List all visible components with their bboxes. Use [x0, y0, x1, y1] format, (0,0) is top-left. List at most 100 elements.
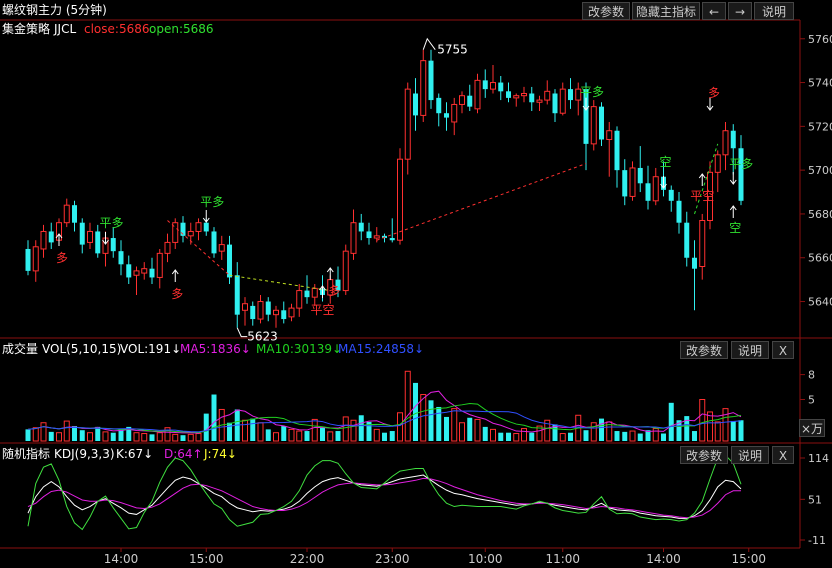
j-value: J:74↓: [204, 447, 237, 461]
close-value: close:5686: [84, 22, 150, 36]
volume-bar-down: [506, 432, 511, 441]
ma5-value: MA5:1836↓: [180, 342, 251, 356]
candle-body-up: [714, 154, 721, 173]
volume-bar-up: [699, 399, 706, 442]
volume-bar-up: [342, 416, 349, 442]
kdj-edit-params-button[interactable]: 改参数: [680, 446, 728, 464]
volume-edit-params-button[interactable]: 改参数: [680, 341, 728, 359]
candle-body-up: [451, 103, 458, 123]
volume-bar-down: [203, 413, 209, 441]
kdj-help-button[interactable]: 说明: [731, 446, 769, 464]
volume-bar-down: [637, 433, 643, 441]
volume-close-button[interactable]: X: [772, 341, 794, 359]
ma10-value: MA10:30139↓: [256, 342, 343, 356]
candle-body-up: [296, 290, 303, 309]
volume-bar-up: [102, 431, 109, 442]
candle-body-up: [513, 95, 520, 99]
kdj-close-button[interactable]: X: [772, 446, 794, 464]
signal-label: 平多: [580, 85, 604, 99]
help-button[interactable]: 说明: [754, 2, 794, 20]
volume-bar-up: [133, 432, 140, 442]
candle-body-down: [95, 231, 101, 254]
volume-bar-down: [645, 430, 651, 441]
candle-body-up: [521, 93, 527, 97]
candle-body-down: [568, 89, 573, 101]
volume-bar-up: [521, 428, 527, 442]
candle-body-up: [242, 303, 248, 311]
candle-body-up: [195, 222, 202, 232]
high-label: 5755: [437, 43, 468, 57]
volume-bar-down: [48, 431, 54, 441]
candle-body-down: [25, 248, 31, 271]
signal-label: 多: [328, 284, 340, 298]
candle-body-up: [187, 230, 194, 237]
candle-body-down: [203, 222, 209, 232]
candle-body-down: [506, 91, 511, 98]
candle-body-up: [311, 287, 318, 298]
candle-body-up: [699, 220, 706, 267]
volume-bar-down: [211, 394, 217, 441]
d-value: D:64↑: [164, 447, 203, 461]
volume-bar-up: [722, 408, 729, 442]
volume-bar-up: [559, 433, 566, 442]
kdj-j-line: [27, 454, 742, 531]
candle-body-down: [668, 189, 674, 201]
signal-label: 平多: [729, 157, 753, 171]
volume-bar-up: [40, 422, 47, 442]
time-tick-label: 15:00: [189, 552, 224, 566]
candle-body-up: [257, 301, 264, 320]
volume-unit-button[interactable]: ×万: [799, 419, 825, 437]
trend-dashed-line: [376, 163, 587, 241]
candle-body-down: [730, 130, 736, 149]
volume-params: VOL(5,10,15): [42, 342, 122, 356]
high-marker-line: [422, 37, 436, 51]
candle-body-up: [350, 222, 357, 254]
volume-tick-label: 5: [808, 394, 815, 407]
time-tick-label: 11:00: [545, 552, 580, 566]
candle-body-up: [218, 244, 225, 252]
open-value: open:5686: [149, 22, 214, 36]
volume-bar-down: [281, 426, 287, 441]
candle-body-up: [575, 88, 582, 101]
candle-body-down: [529, 93, 535, 103]
hide-main-indicator-button[interactable]: 隐藏主指标: [632, 2, 700, 20]
arrow-left-button[interactable]: ←: [702, 2, 726, 20]
volume-bar-down: [304, 431, 310, 441]
kdj-label: 随机指标: [2, 447, 51, 461]
volume-bar-up: [513, 433, 520, 442]
volume-bar-up: [490, 428, 496, 442]
volume-bar-up: [311, 418, 318, 442]
volume-bar-up: [87, 432, 93, 442]
volume-bar-up: [273, 432, 279, 442]
edit-params-button[interactable]: 改参数: [582, 2, 630, 20]
volume-bar-up: [257, 422, 264, 442]
candle-body-up: [474, 79, 481, 110]
volume-bar-down: [738, 420, 744, 441]
volume-bar-up: [187, 433, 194, 442]
candle-body-down: [436, 97, 442, 114]
volume-ma15-line: [27, 410, 742, 433]
candle-body-down: [234, 275, 240, 315]
signal-arrow-up: [319, 285, 326, 298]
candle-body-down: [79, 222, 85, 245]
volume-bar-down: [436, 406, 442, 441]
signal-arrow-down: [660, 176, 667, 189]
volume-bar-up: [195, 433, 202, 442]
kdj-tick-label: -11: [808, 534, 826, 547]
volume-bar-down: [180, 435, 186, 441]
volume-bar-down: [389, 431, 395, 441]
time-tick-label: 22:00: [290, 552, 325, 566]
volume-help-button[interactable]: 说明: [731, 341, 769, 359]
volume-bar-down: [529, 432, 535, 441]
volume-bar-down: [568, 432, 573, 441]
kdj-params: KDJ(9,3,3): [54, 447, 115, 461]
candle-body-down: [444, 113, 449, 118]
volume-bar-down: [79, 430, 85, 441]
volume-bar-down: [622, 431, 628, 441]
ma15-value: MA15:24858↓: [338, 342, 425, 356]
arrow-right-button[interactable]: →: [728, 2, 752, 20]
volume-bar-down: [676, 420, 682, 441]
candle-body-up: [164, 241, 171, 254]
candle-body-up: [544, 90, 551, 101]
